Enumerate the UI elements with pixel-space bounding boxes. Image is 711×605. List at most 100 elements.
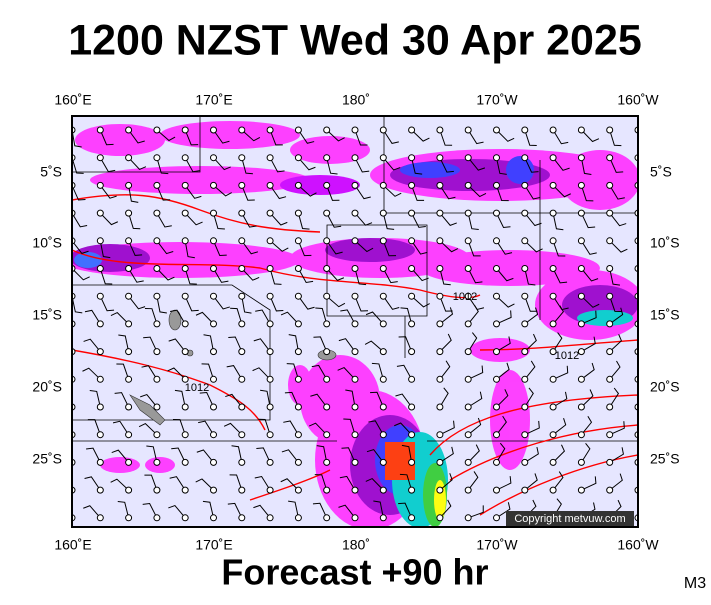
station	[464, 292, 472, 300]
barb	[99, 185, 117, 199]
barb	[581, 268, 599, 282]
station	[436, 181, 444, 189]
barb	[370, 391, 384, 408]
barb	[439, 185, 456, 200]
station	[436, 458, 444, 466]
station	[493, 403, 500, 411]
station	[125, 458, 133, 466]
barb	[581, 476, 597, 491]
barb	[439, 296, 453, 312]
station	[379, 209, 387, 217]
station	[351, 403, 359, 411]
station	[266, 486, 274, 494]
barb	[169, 476, 186, 491]
barb	[213, 240, 227, 257]
barb	[524, 387, 534, 408]
station	[408, 126, 416, 134]
lat-label: 20˚S	[32, 379, 62, 395]
station	[181, 265, 189, 272]
barb	[496, 310, 512, 325]
station	[294, 126, 302, 134]
barb	[394, 422, 412, 436]
station	[549, 154, 557, 162]
station	[153, 403, 161, 411]
barb	[283, 420, 299, 435]
station	[577, 320, 585, 328]
station	[181, 320, 189, 328]
barb	[156, 296, 167, 314]
station	[464, 154, 472, 162]
station	[96, 265, 104, 272]
barb	[609, 447, 624, 463]
station	[408, 237, 416, 245]
barb	[110, 311, 129, 325]
barb	[184, 129, 199, 146]
station	[266, 320, 274, 328]
isobar-label: 1012	[555, 350, 579, 362]
station	[96, 320, 104, 328]
station	[436, 209, 444, 217]
station	[408, 209, 416, 217]
barb	[241, 296, 252, 314]
lat-label: 25˚S	[650, 451, 680, 467]
station	[606, 126, 614, 134]
station	[521, 237, 529, 245]
barb	[241, 185, 255, 201]
barb	[84, 476, 101, 491]
barb	[411, 157, 423, 175]
station	[351, 375, 359, 383]
barb	[467, 157, 486, 171]
barb	[258, 418, 271, 435]
station	[125, 181, 133, 189]
station	[96, 292, 104, 300]
station	[323, 348, 331, 356]
station	[266, 237, 274, 245]
barb	[286, 363, 299, 380]
barb	[580, 212, 596, 229]
barb	[241, 268, 260, 281]
barb	[338, 338, 356, 352]
station	[210, 375, 217, 383]
barb	[524, 240, 543, 253]
station	[266, 292, 274, 300]
station	[238, 320, 246, 328]
barb	[138, 422, 158, 436]
barb	[552, 305, 564, 325]
barb	[496, 212, 511, 229]
barb	[167, 367, 186, 380]
barb	[524, 185, 541, 200]
barb	[382, 240, 397, 257]
station	[153, 209, 161, 217]
station	[606, 181, 614, 189]
station	[493, 237, 500, 245]
barb	[398, 502, 413, 519]
station	[408, 431, 416, 439]
station	[153, 126, 161, 134]
station	[379, 348, 387, 356]
barb	[213, 129, 230, 144]
barb	[581, 295, 600, 308]
barb	[337, 367, 356, 380]
barb	[195, 311, 214, 325]
station	[294, 181, 302, 189]
station	[96, 209, 104, 217]
barb	[99, 240, 111, 259]
barb	[580, 157, 592, 175]
barb	[467, 332, 478, 352]
barb	[581, 336, 596, 353]
barb	[99, 295, 115, 312]
barb	[364, 340, 384, 352]
barb	[269, 157, 285, 173]
barb	[99, 129, 114, 146]
barb	[297, 295, 315, 310]
station	[606, 154, 614, 162]
station	[266, 514, 274, 522]
barb	[253, 338, 271, 352]
barb	[411, 240, 428, 255]
station	[521, 209, 529, 217]
station	[125, 265, 133, 272]
barb	[82, 367, 101, 380]
barb	[87, 419, 101, 435]
barb	[86, 447, 101, 463]
station	[521, 403, 529, 411]
